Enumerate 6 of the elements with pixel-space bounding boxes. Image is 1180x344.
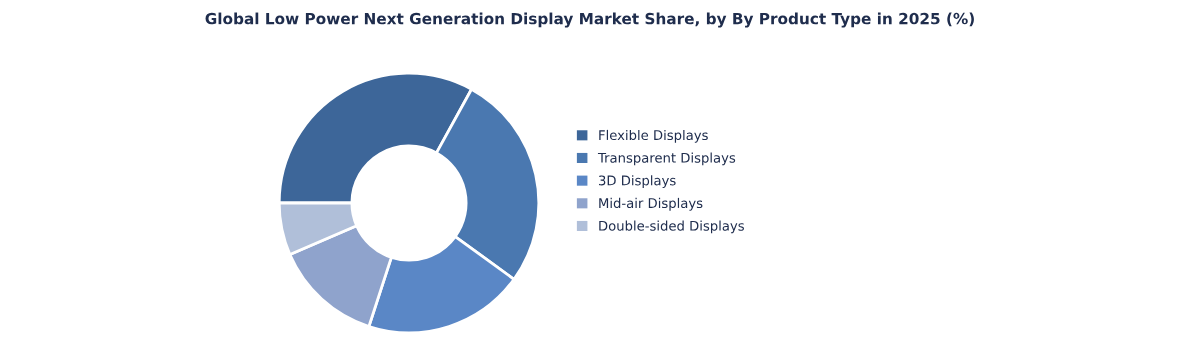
- legend-label: Double-sided Displays: [599, 220, 744, 234]
- chart-title: Global Low Power Next Generation Display Market Share, by By Product Type in 2025 (%): [205, 12, 974, 28]
- legend-label: 3D Displays: [598, 175, 676, 188]
- legend-label: Flexible Displays: [599, 129, 708, 143]
- legend-label: Transparent Displays: [597, 152, 736, 166]
- legend-label: Mid-air Displays: [599, 197, 703, 211]
